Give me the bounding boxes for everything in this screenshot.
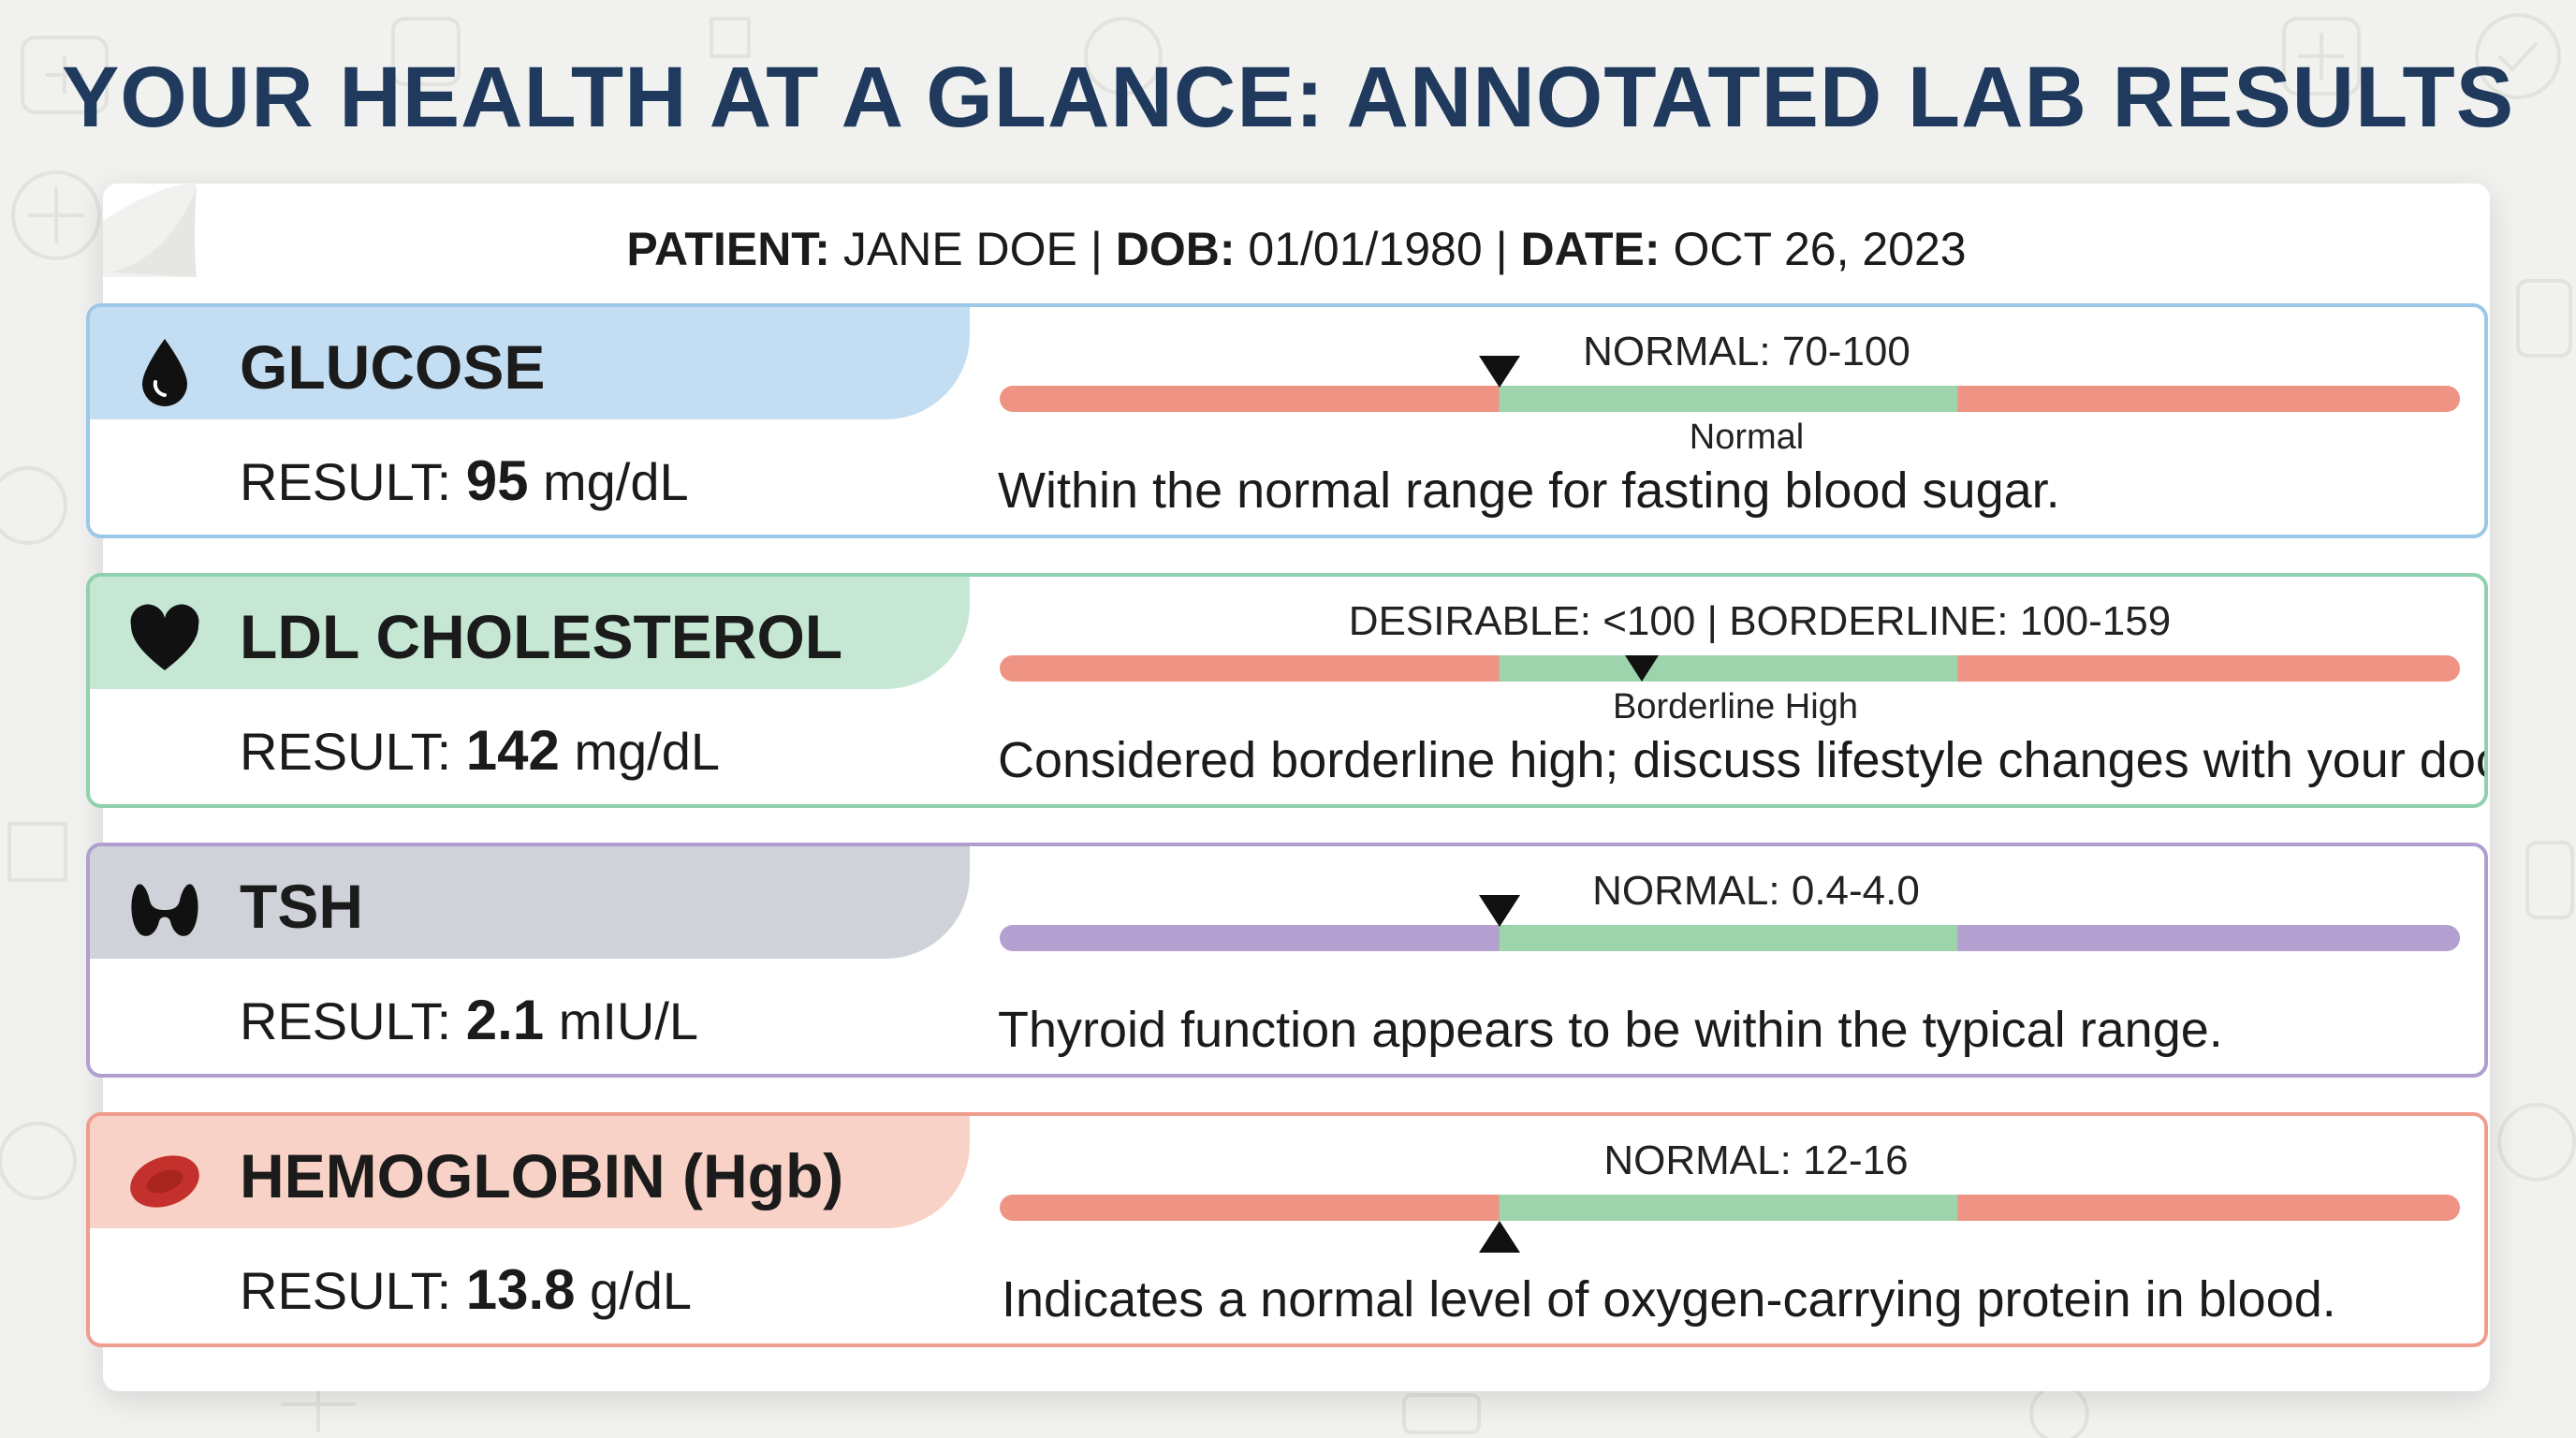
separator: | bbox=[1495, 223, 1508, 275]
marker-triangle bbox=[1478, 895, 1520, 927]
lab-card-tsh: TSH RESULT: 2.1 mIU/L NORMAL: 0.4-4.0 Th… bbox=[86, 843, 2488, 1078]
range-bar-high-segment bbox=[1957, 925, 2447, 951]
result-label: RESULT: bbox=[240, 1261, 452, 1320]
date-value: OCT 26, 2023 bbox=[1673, 223, 1967, 275]
range-bar-normal-segment bbox=[1499, 655, 1958, 682]
dob-label: DOB: bbox=[1115, 223, 1236, 275]
result-value: 95 bbox=[465, 449, 529, 512]
reference-range: NORMAL: 12-16 bbox=[1603, 1137, 1909, 1183]
reference-range: NORMAL: 0.4-4.0 bbox=[1592, 868, 1920, 914]
range-bar-high-segment bbox=[1957, 655, 2447, 682]
patient-info-line: PATIENT: JANE DOE | DOB: 01/01/1980 | DA… bbox=[103, 212, 2490, 286]
result-value: 142 bbox=[465, 719, 560, 782]
result-label: RESULT: bbox=[240, 452, 452, 511]
range-bar-low-segment bbox=[1013, 655, 1500, 682]
result-unit: mg/dL bbox=[574, 722, 721, 781]
range-bar bbox=[1000, 1195, 2460, 1221]
card-header bbox=[90, 1116, 970, 1228]
card-header bbox=[90, 846, 970, 959]
result-marker bbox=[1478, 356, 1520, 388]
heart-icon bbox=[130, 604, 199, 670]
result-line: RESULT: 2.1 mIU/L bbox=[240, 985, 698, 1057]
marker-triangle bbox=[1478, 1221, 1520, 1253]
range-bar-high-segment bbox=[1957, 386, 2447, 412]
result-marker bbox=[1625, 655, 1660, 682]
lab-card-ldl-cholesterol: LDL CHOLESTEROL RESULT: 142 mg/dL DESIRA… bbox=[86, 573, 2488, 808]
page-fold-corner bbox=[103, 183, 197, 277]
result-unit: mg/dL bbox=[543, 452, 689, 511]
range-bar-normal-segment bbox=[1499, 386, 1958, 412]
result-line: RESULT: 142 mg/dL bbox=[240, 715, 720, 787]
marker-triangle bbox=[1478, 356, 1520, 388]
lab-card-glucose: GLUCOSE RESULT: 95 mg/dL NORMAL: 70-100 … bbox=[86, 303, 2488, 538]
page-title: YOUR HEALTH AT A GLANCE: ANNOTATED LAB R… bbox=[61, 50, 2515, 145]
dob-value: 01/01/1980 bbox=[1248, 223, 1483, 275]
range-bar-high-segment bbox=[1957, 1195, 2447, 1221]
reference-range: DESIRABLE: <100 | BORDERLINE: 100-159 bbox=[1348, 598, 2172, 644]
card-header bbox=[90, 577, 970, 689]
range-bar bbox=[1000, 925, 2460, 951]
status-label: Normal bbox=[1689, 418, 1805, 457]
result-unit: g/dL bbox=[590, 1261, 693, 1320]
range-bar-low-segment bbox=[1013, 925, 1500, 951]
interpretation-note: Thyroid function appears to be within th… bbox=[998, 1002, 2223, 1058]
result-line: RESULT: 13.8 g/dL bbox=[240, 1255, 692, 1327]
test-name: LDL CHOLESTEROL bbox=[240, 602, 843, 671]
marker-triangle bbox=[1625, 655, 1660, 682]
thyroid-icon bbox=[131, 884, 198, 936]
range-bar-low-segment bbox=[1013, 386, 1500, 412]
card-header bbox=[90, 307, 970, 419]
status-label: Borderline High bbox=[1613, 687, 1858, 726]
result-label: RESULT: bbox=[240, 991, 452, 1050]
range-bar bbox=[1000, 386, 2460, 412]
range-bar bbox=[1000, 655, 2460, 682]
reference-range: NORMAL: 70-100 bbox=[1583, 329, 1910, 374]
blood-drop-icon bbox=[142, 339, 187, 406]
date-label: DATE: bbox=[1520, 223, 1661, 275]
red-blood-cell-icon bbox=[130, 1155, 199, 1208]
result-unit: mIU/L bbox=[558, 991, 699, 1050]
result-line: RESULT: 95 mg/dL bbox=[240, 446, 689, 518]
patient-name: JANE DOE bbox=[842, 223, 1077, 275]
result-value: 13.8 bbox=[465, 1258, 576, 1321]
interpretation-note: Considered borderline high; discuss life… bbox=[998, 732, 2488, 788]
interpretation-note: Indicates a normal level of oxygen-carry… bbox=[1002, 1271, 2336, 1328]
range-bar-normal-segment bbox=[1499, 1195, 1958, 1221]
result-label: RESULT: bbox=[240, 722, 452, 781]
test-name: HEMOGLOBIN (Hgb) bbox=[240, 1141, 844, 1211]
lab-card-hemoglobin: HEMOGLOBIN (Hgb) RESULT: 13.8 g/dL NORMA… bbox=[86, 1112, 2488, 1347]
result-marker bbox=[1478, 895, 1520, 927]
test-name: GLUCOSE bbox=[240, 332, 546, 402]
test-name: TSH bbox=[240, 872, 363, 941]
range-bar-low-segment bbox=[1013, 1195, 1500, 1221]
result-value: 2.1 bbox=[465, 989, 545, 1051]
patient-label: PATIENT: bbox=[626, 223, 830, 275]
interpretation-note: Within the normal range for fasting bloo… bbox=[998, 462, 2060, 519]
range-bar-normal-segment bbox=[1499, 925, 1958, 951]
result-marker bbox=[1478, 1221, 1520, 1253]
separator: | bbox=[1090, 223, 1103, 275]
